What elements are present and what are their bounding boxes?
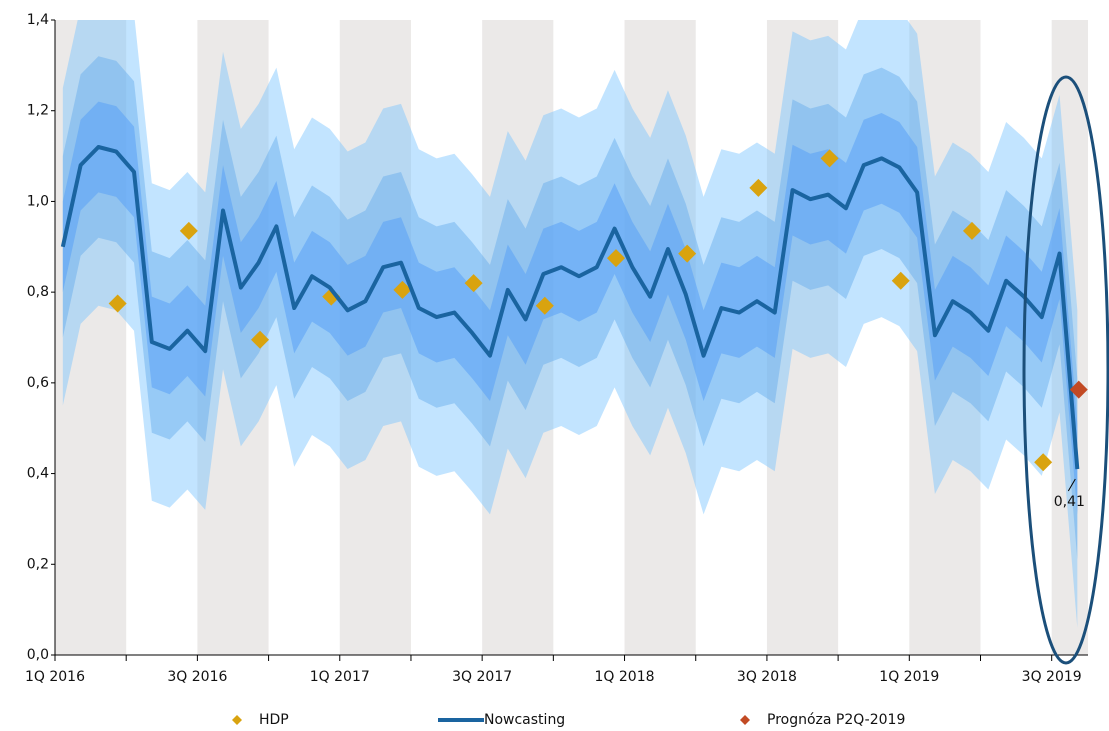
diamond-marker — [962, 221, 981, 240]
y-tick-label: 0,0 — [27, 647, 49, 663]
x-tick-label: 1Q 2019 — [879, 669, 939, 685]
diamond-marker — [179, 221, 198, 240]
x-tick-label: 1Q 2016 — [25, 669, 85, 685]
diamond-marker — [535, 296, 554, 315]
legend-label: Prognóza P2Q-2019 — [767, 712, 905, 728]
y-tick-label: 0,6 — [27, 375, 49, 391]
diamond-marker — [820, 149, 839, 168]
diamond-marker — [393, 280, 412, 299]
x-tick-label: 1Q 2018 — [595, 669, 655, 685]
diamond-marker — [678, 244, 697, 263]
diamond-marker — [108, 294, 127, 313]
nowcast-line — [60, 145, 1080, 470]
y-tick-label: 1,2 — [27, 103, 49, 119]
diamond-marker — [740, 715, 750, 725]
annotation-leader — [1067, 478, 1076, 492]
annotation: 0,41 — [1054, 494, 1085, 510]
diamond-marker — [606, 249, 625, 268]
x-tick-label: 3Q 2017 — [452, 669, 512, 685]
diamond-marker — [749, 178, 768, 197]
x-tick-label: 1Q 2017 — [310, 669, 370, 685]
diamond-marker — [1034, 453, 1053, 472]
legend-label: Nowcasting — [484, 712, 565, 728]
uncertainty-band — [62, 101, 1078, 515]
diamond-marker — [1069, 380, 1088, 399]
y-tick-label: 1,4 — [27, 12, 49, 28]
diamond-marker — [464, 274, 483, 293]
quarter-shade — [766, 20, 839, 655]
x-tick-label: 3Q 2018 — [737, 669, 797, 685]
legend-label: HDP — [259, 712, 289, 728]
x-tick-label: 3Q 2019 — [1022, 669, 1082, 685]
y-tick-label: 0,2 — [27, 556, 49, 572]
y-tick-label: 0,8 — [27, 284, 49, 300]
y-tick-label: 1,0 — [27, 193, 49, 209]
y-tick-label: 0,4 — [27, 466, 49, 482]
diamond-marker — [232, 715, 242, 725]
highlight-ellipse — [1022, 75, 1109, 665]
diamond-marker — [891, 271, 910, 290]
diamond-marker — [251, 330, 270, 349]
x-tick-label: 3Q 2016 — [167, 669, 227, 685]
quarter-shade — [624, 20, 696, 655]
